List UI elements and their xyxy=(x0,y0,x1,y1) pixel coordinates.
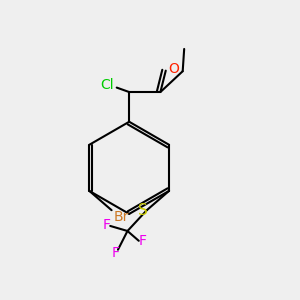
Text: F: F xyxy=(103,218,111,232)
Text: F: F xyxy=(112,246,120,260)
Text: Br: Br xyxy=(113,210,129,224)
Text: Cl: Cl xyxy=(100,78,114,92)
Text: O: O xyxy=(169,62,179,76)
Text: S: S xyxy=(138,203,148,218)
Text: F: F xyxy=(138,234,146,248)
